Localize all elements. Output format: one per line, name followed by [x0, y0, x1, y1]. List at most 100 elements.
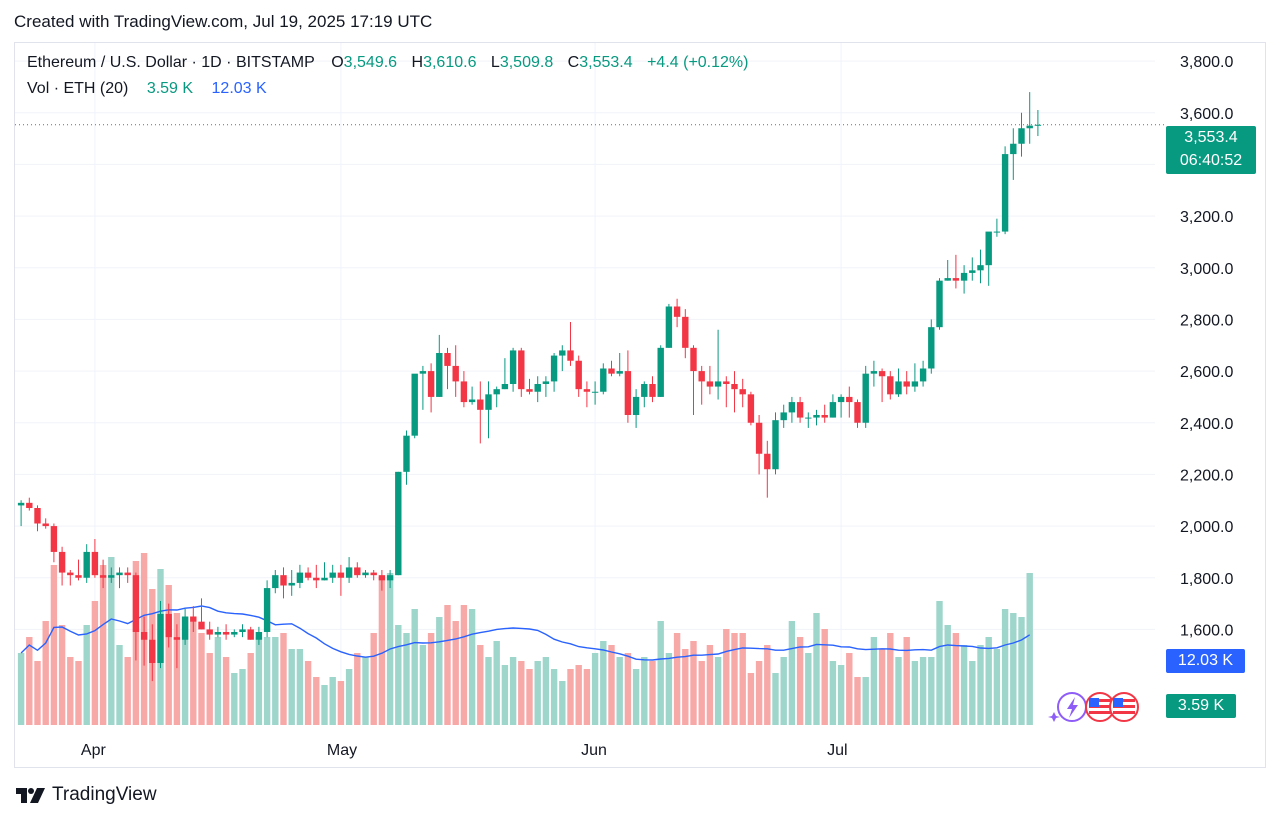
candle: [83, 544, 90, 583]
symbol-title[interactable]: Ethereum / U.S. Dollar · 1D · BITSTAMP: [27, 54, 315, 71]
volume-bar: [969, 661, 976, 725]
chart-caption: Created with TradingView.com, Jul 19, 20…: [14, 12, 433, 31]
candle: [657, 345, 664, 397]
ohlc-legend: Ethereum / U.S. Dollar · 1D · BITSTAMP O…: [27, 54, 752, 72]
volume-bar: [1026, 573, 1033, 725]
volume-bar: [198, 633, 205, 725]
candle: [665, 303, 673, 348]
price-tick-label: 1,800.0: [1180, 571, 1233, 588]
candle: [444, 347, 451, 390]
volume-bar: [846, 653, 853, 725]
candle: [296, 564, 304, 589]
volume-bar: [747, 673, 755, 725]
volume-bar: [977, 645, 984, 725]
volume-label[interactable]: Vol · ETH (20): [27, 80, 129, 97]
candle: [706, 365, 714, 395]
footer-logo[interactable]: TradingView: [16, 784, 157, 806]
volume-bar: [272, 637, 279, 725]
volume-bar: [296, 649, 304, 725]
volume-bar: [591, 653, 599, 725]
candle: [386, 570, 394, 589]
chart-frame: [14, 42, 1266, 768]
candle: [796, 396, 804, 423]
volume-bar: [75, 661, 82, 725]
candle: [780, 404, 787, 428]
candle: [887, 371, 894, 400]
us-flag-icon[interactable]: [1048, 690, 1140, 724]
volume-bar: [854, 677, 861, 725]
price-tick-label: 2,800.0: [1180, 312, 1233, 329]
volume-bar: [26, 637, 33, 725]
volume-bar: [682, 649, 689, 725]
volume-bar: [829, 661, 837, 725]
candle: [600, 363, 607, 395]
candle: [165, 603, 172, 648]
candle: [452, 345, 459, 397]
volume-bar: [1010, 613, 1017, 725]
candle: [764, 440, 771, 498]
volume-bar: [288, 649, 295, 725]
candle: [837, 394, 845, 418]
candle: [231, 629, 238, 638]
price-chart[interactable]: 3,800.03,600.03,400.03,200.03,000.02,800…: [15, 43, 1265, 767]
volume-bar: [501, 665, 509, 725]
candle: [395, 471, 402, 576]
candle: [493, 386, 500, 408]
candle: [222, 624, 230, 640]
volume-bar: [534, 661, 541, 725]
candle: [468, 386, 476, 405]
volume-bar: [796, 637, 804, 725]
volume-bar: [919, 657, 927, 725]
volume-bar: [362, 657, 369, 725]
candle: [67, 570, 74, 586]
volume-bar: [239, 669, 246, 725]
volume-bar: [485, 657, 492, 725]
volume-bar: [99, 565, 107, 725]
candle: [624, 350, 632, 423]
volume-tag: 3.59 K: [1166, 694, 1236, 718]
candle: [436, 334, 443, 397]
volume-bar: [714, 657, 722, 725]
candle: [526, 378, 533, 395]
event-icons[interactable]: [1048, 690, 1140, 724]
last-price-value: 3,553.4: [1184, 129, 1238, 146]
candle: [329, 564, 336, 583]
candle: [255, 626, 263, 645]
candle: [140, 616, 148, 666]
candle: [485, 381, 492, 439]
candle: [181, 608, 189, 645]
volume-bar: [952, 633, 960, 725]
candle: [42, 518, 49, 529]
volume-bar: [17, 653, 25, 725]
candle: [755, 415, 763, 475]
candle: [75, 559, 82, 581]
volume-bar: [518, 661, 525, 725]
volume-bar: [477, 645, 484, 725]
candle: [354, 562, 361, 578]
candle: [132, 572, 140, 661]
candle: [608, 360, 615, 377]
volume-bar: [395, 625, 402, 725]
volume-bar: [403, 633, 410, 725]
candle: [632, 389, 640, 428]
volume-bar: [411, 609, 418, 725]
volume-bar: [895, 657, 902, 725]
volume-bar: [444, 605, 451, 725]
candle: [214, 626, 222, 638]
candle: [1026, 92, 1033, 144]
volume-bar: [468, 609, 476, 725]
candle: [26, 497, 33, 511]
volume-ma-tag: 12.03 K: [1166, 649, 1245, 673]
volume-bar: [165, 585, 172, 725]
volume-bar: [567, 669, 574, 725]
volume-bar: [313, 677, 320, 725]
volume-bar: [173, 613, 181, 725]
volume-bars: [17, 553, 1033, 725]
price-tick-label: 1,600.0: [1180, 622, 1233, 639]
volume-bar: [190, 621, 197, 725]
candle: [673, 298, 681, 328]
volume-bar: [329, 677, 336, 725]
volume-bar: [91, 601, 99, 725]
candle: [91, 539, 99, 578]
candle: [280, 567, 287, 599]
